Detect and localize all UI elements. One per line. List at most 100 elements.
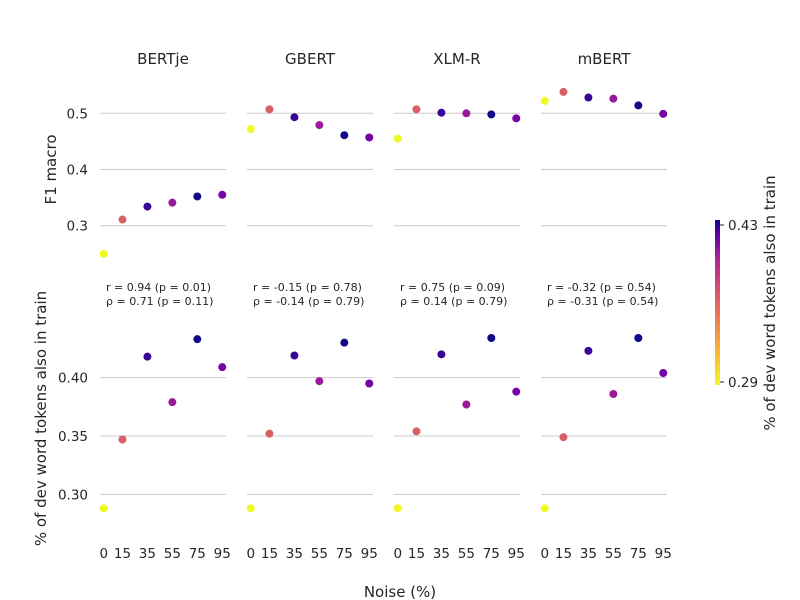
x-tick-label: 0	[393, 546, 402, 562]
data-point	[487, 110, 496, 119]
data-point	[168, 398, 177, 407]
panel-GBERT-row-1: 0 15 35 55 75 95	[246, 338, 378, 562]
data-point	[143, 202, 152, 211]
data-point	[540, 96, 549, 105]
y-tick-label: 0.3	[67, 219, 88, 235]
data-point	[218, 190, 227, 199]
panel-mBERT-row-0: mBERT	[540, 50, 668, 227]
y-tick-label: 0.35	[58, 429, 88, 445]
x-tick-label: 95	[214, 546, 231, 562]
y-axis-label-row-1: % of dev word tokens also in train	[32, 291, 50, 546]
data-point	[609, 94, 618, 103]
x-tick-label: 55	[311, 546, 328, 562]
x-tick-label: 0	[246, 546, 255, 562]
data-point	[218, 363, 227, 372]
data-point	[290, 351, 299, 360]
data-point	[462, 400, 471, 409]
x-axis-label: Noise (%)	[364, 583, 436, 600]
data-point	[393, 134, 402, 143]
data-point	[168, 198, 177, 207]
data-point	[246, 504, 255, 513]
data-point	[559, 87, 568, 96]
panel-title: BERTje	[137, 50, 189, 68]
x-tick-label: 75	[630, 546, 647, 562]
data-point	[265, 429, 274, 438]
panel-BERTje-row-1: 0 15 35 55 75 95	[99, 335, 231, 562]
panel-XLM-R-row-0: XLM-R	[393, 50, 521, 227]
data-point	[412, 105, 421, 114]
data-point	[340, 131, 349, 140]
x-tick-label: 15	[408, 546, 425, 562]
data-point	[365, 133, 374, 142]
data-point	[462, 109, 471, 118]
data-point	[393, 504, 402, 513]
data-point	[315, 121, 324, 130]
annotation-line-rho: ρ = 0.14 (p = 0.79)	[400, 295, 507, 308]
data-point	[487, 334, 496, 342]
x-tick-label: 15	[261, 546, 278, 562]
panels: F1 macro 0.3 0.4 0.5 BERTje GBERT XLM-R mBERT % …	[32, 50, 672, 562]
data-point	[584, 346, 593, 355]
x-tick-label: 35	[286, 546, 303, 562]
x-tick-label: 15	[114, 546, 131, 562]
data-point	[634, 101, 643, 110]
panel-title: mBERT	[578, 50, 632, 68]
data-point	[609, 390, 618, 398]
colorbar-gradient	[715, 220, 720, 385]
data-point	[99, 504, 108, 513]
panel-GBERT-row-0: GBERT	[246, 50, 374, 227]
data-point	[99, 249, 108, 258]
y-tick-label: 0.40	[58, 371, 88, 387]
data-point	[193, 192, 202, 201]
x-tick-label: 35	[580, 546, 597, 562]
x-tick-label: 95	[361, 546, 378, 562]
x-tick-label: 75	[336, 546, 353, 562]
data-point	[437, 350, 446, 359]
y-tick-label: 0.4	[67, 163, 88, 179]
x-tick-label: 15	[555, 546, 572, 562]
data-point	[365, 379, 374, 388]
data-point	[659, 109, 668, 118]
data-point	[143, 352, 152, 361]
x-tick-label: 75	[189, 546, 206, 562]
panel-title: XLM-R	[433, 50, 480, 68]
y-axis-label-row-0: F1 macro	[42, 134, 60, 204]
x-tick-label: 0	[540, 546, 549, 562]
x-tick-label: 55	[605, 546, 622, 562]
data-point	[246, 125, 255, 134]
panel-title: GBERT	[285, 50, 336, 68]
data-point	[512, 114, 521, 123]
x-tick-label: 75	[483, 546, 500, 562]
data-point	[437, 108, 446, 117]
panel-mBERT-row-1: 0 15 35 55 75 95	[540, 334, 672, 562]
annotation-line-r: r = -0.15 (p = 0.78)	[253, 281, 362, 294]
data-point	[659, 369, 668, 377]
annotation-line-rho: ρ = -0.14 (p = 0.79)	[253, 295, 364, 308]
colorbar-min-label: 0.29	[728, 375, 758, 391]
data-point	[512, 387, 521, 396]
annotation-line-rho: ρ = -0.31 (p = 0.54)	[547, 295, 658, 308]
panel-BERTje-row-0: BERTje	[99, 50, 227, 258]
data-point	[290, 113, 299, 122]
annotation-line-r: r = -0.32 (p = 0.54)	[547, 281, 656, 294]
x-tick-label: 0	[99, 546, 108, 562]
data-point	[193, 335, 202, 344]
data-point	[340, 338, 349, 347]
data-point	[118, 215, 127, 224]
colorbar-label: % of dev word tokens also in train	[761, 175, 779, 430]
x-tick-label: 35	[139, 546, 156, 562]
x-tick-label: 95	[655, 546, 672, 562]
data-point	[265, 105, 274, 114]
colorbar-max-label: 0.43	[728, 218, 758, 234]
y-tick-label: 0.5	[67, 106, 88, 122]
annotation-line-r: r = 0.75 (p = 0.09)	[400, 281, 505, 294]
annotation-line-r: r = 0.94 (p = 0.01)	[106, 281, 211, 294]
colorbar: 0.43 0.29% of dev word tokens also in tra…	[715, 175, 779, 431]
y-tick-label: 0.30	[58, 487, 88, 503]
data-point	[315, 377, 324, 386]
x-tick-label: 55	[458, 546, 475, 562]
x-tick-label: 55	[164, 546, 181, 562]
data-point	[559, 433, 568, 442]
annotation-line-rho: ρ = 0.71 (p = 0.11)	[106, 295, 213, 308]
